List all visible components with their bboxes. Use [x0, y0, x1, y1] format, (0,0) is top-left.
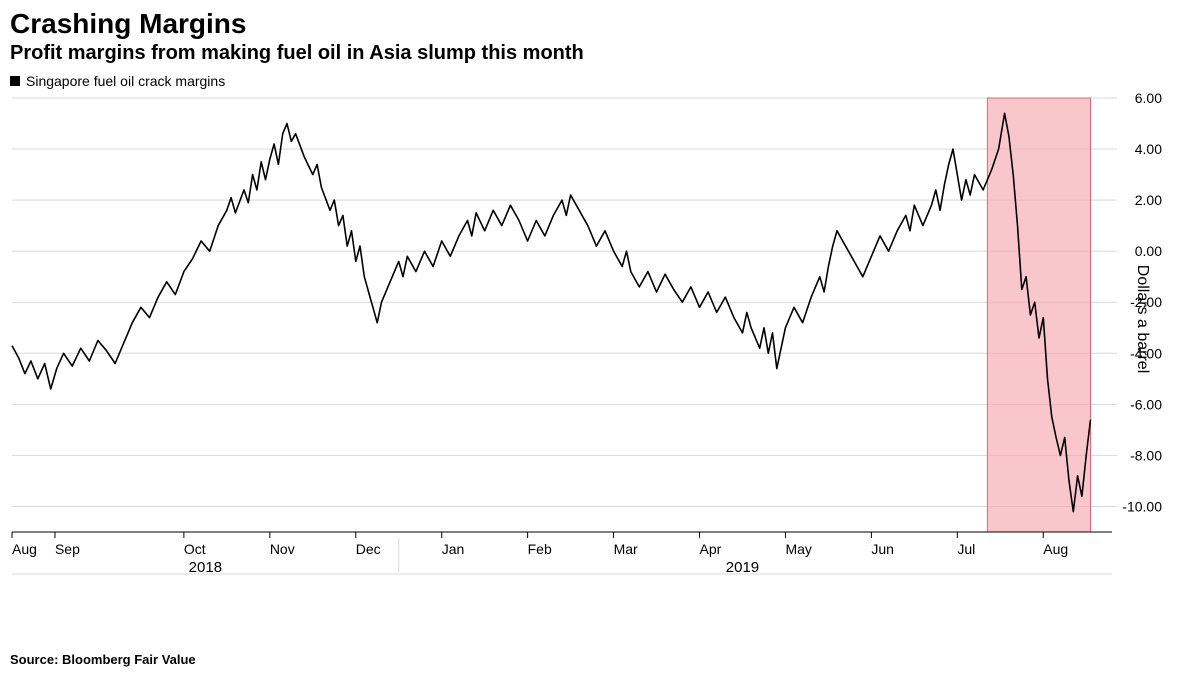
- svg-text:2.00: 2.00: [1135, 192, 1162, 208]
- svg-text:2019: 2019: [726, 559, 759, 576]
- svg-text:May: May: [785, 541, 811, 557]
- svg-text:Mar: Mar: [614, 541, 638, 557]
- svg-text:Dec: Dec: [356, 541, 381, 557]
- chart-legend: Singapore fuel oil crack margins: [0, 71, 1200, 89]
- svg-text:Oct: Oct: [184, 541, 206, 557]
- svg-text:2018: 2018: [189, 559, 222, 576]
- svg-text:-8.00: -8.00: [1130, 447, 1162, 463]
- legend-label: Singapore fuel oil crack margins: [26, 73, 225, 89]
- svg-text:Jul: Jul: [957, 541, 975, 557]
- svg-text:4.00: 4.00: [1135, 141, 1162, 157]
- svg-text:Feb: Feb: [528, 541, 552, 557]
- svg-text:Sep: Sep: [55, 541, 80, 557]
- svg-text:Jun: Jun: [871, 541, 894, 557]
- legend-swatch: [10, 76, 20, 86]
- chart-title: Crashing Margins: [0, 0, 1200, 40]
- chart-svg: Aug Sep Oct Nov Dec Jan Feb Mar Apr May Jun Jul Aug 2…: [10, 92, 1190, 592]
- svg-text:0.00: 0.00: [1135, 243, 1162, 259]
- svg-text:-10.00: -10.00: [1122, 498, 1162, 514]
- y-axis-title: Dollars a barrel: [1133, 265, 1151, 373]
- svg-text:-6.00: -6.00: [1130, 396, 1162, 412]
- chart-source: Source: Bloomberg Fair Value: [10, 652, 196, 667]
- chart-subtitle: Profit margins from making fuel oil in A…: [0, 40, 1200, 71]
- svg-text:Apr: Apr: [700, 541, 722, 557]
- chart-plot-area: Aug Sep Oct Nov Dec Jan Feb Mar Apr May Jun Jul Aug 2…: [10, 92, 1190, 592]
- svg-text:Aug: Aug: [12, 541, 37, 557]
- svg-text:6.00: 6.00: [1135, 92, 1162, 106]
- svg-text:Jan: Jan: [442, 541, 465, 557]
- svg-text:Aug: Aug: [1043, 541, 1068, 557]
- svg-text:Nov: Nov: [270, 541, 295, 557]
- chart-container: Crashing Margins Profit margins from mak…: [0, 0, 1200, 675]
